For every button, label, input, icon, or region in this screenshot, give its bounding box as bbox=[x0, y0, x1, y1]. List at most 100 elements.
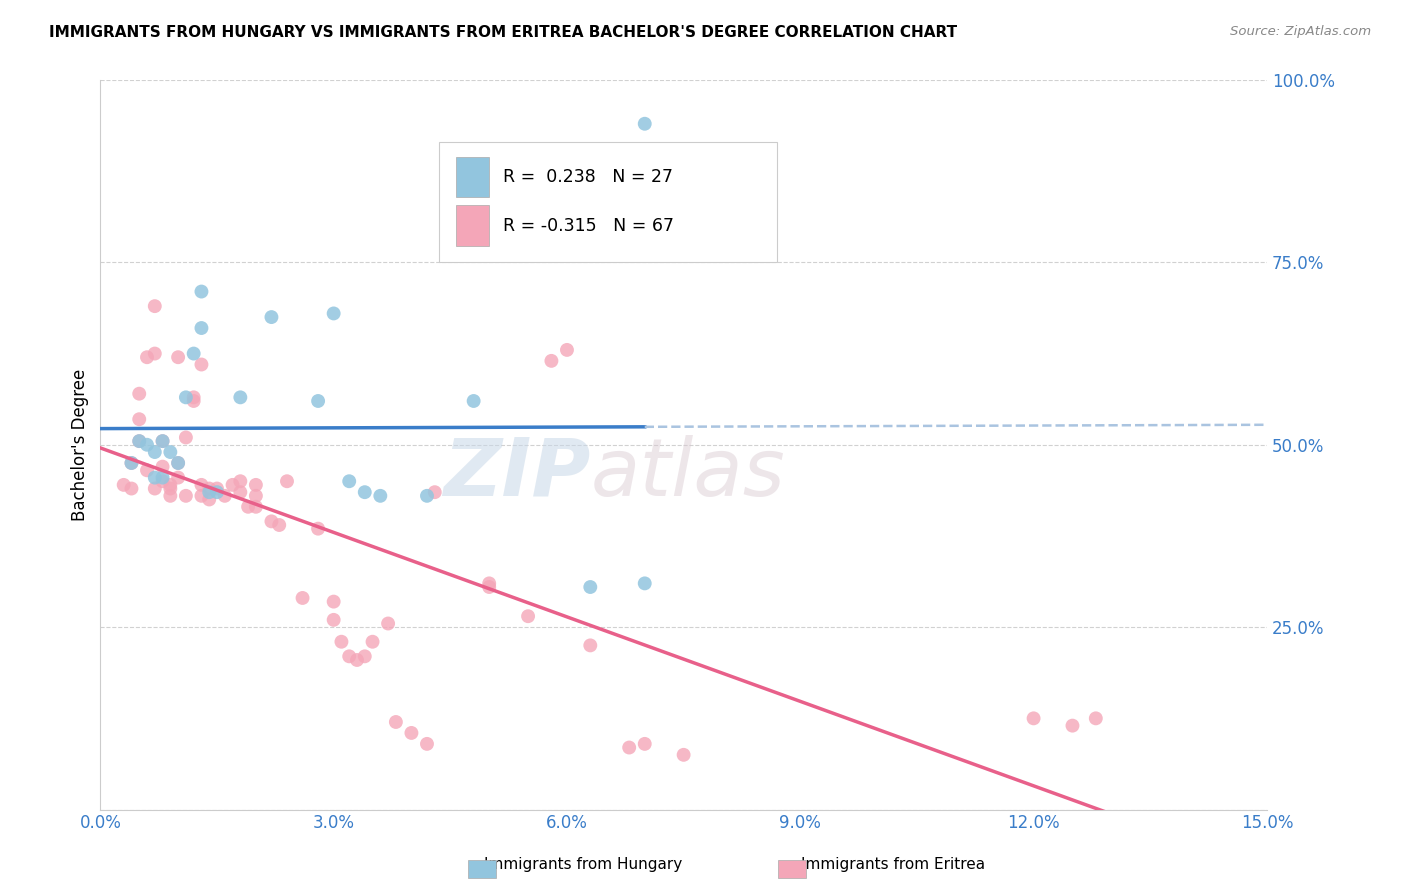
Point bbox=[152, 459, 174, 474]
Point bbox=[229, 390, 252, 404]
Point bbox=[377, 616, 399, 631]
Point bbox=[152, 434, 174, 449]
Point bbox=[330, 634, 353, 648]
Point bbox=[143, 482, 166, 496]
Point bbox=[1084, 711, 1107, 725]
Point bbox=[245, 478, 267, 492]
Point bbox=[167, 350, 190, 364]
Point bbox=[1062, 718, 1084, 732]
FancyBboxPatch shape bbox=[456, 205, 489, 245]
Point bbox=[540, 354, 562, 368]
Point bbox=[579, 639, 602, 653]
Point bbox=[672, 747, 695, 762]
Point bbox=[190, 489, 212, 503]
Point bbox=[245, 500, 267, 514]
Point bbox=[198, 485, 221, 500]
Point bbox=[136, 463, 159, 477]
Text: Source: ZipAtlas.com: Source: ZipAtlas.com bbox=[1230, 25, 1371, 38]
Text: ZIP: ZIP bbox=[443, 435, 591, 513]
Point bbox=[214, 489, 236, 503]
Point bbox=[416, 489, 439, 503]
Point bbox=[143, 346, 166, 360]
Point bbox=[152, 434, 174, 449]
Point bbox=[619, 740, 641, 755]
Point bbox=[634, 576, 657, 591]
Point bbox=[229, 485, 252, 500]
Point bbox=[517, 609, 540, 624]
Text: IMMIGRANTS FROM HUNGARY VS IMMIGRANTS FROM ERITREA BACHELOR'S DEGREE CORRELATION: IMMIGRANTS FROM HUNGARY VS IMMIGRANTS FR… bbox=[49, 25, 957, 40]
Point bbox=[159, 445, 181, 459]
Point bbox=[183, 346, 205, 360]
Point bbox=[423, 485, 446, 500]
Point bbox=[174, 489, 197, 503]
Point bbox=[128, 386, 150, 401]
Point bbox=[120, 482, 142, 496]
Text: Immigrants from Hungary: Immigrants from Hungary bbox=[484, 857, 683, 872]
Point bbox=[159, 482, 181, 496]
Point bbox=[143, 299, 166, 313]
Point bbox=[183, 390, 205, 404]
Point bbox=[205, 482, 228, 496]
Point bbox=[260, 310, 283, 324]
Point bbox=[198, 492, 221, 507]
Point bbox=[353, 649, 375, 664]
Text: Immigrants from Eritrea: Immigrants from Eritrea bbox=[801, 857, 984, 872]
Point bbox=[579, 580, 602, 594]
Point bbox=[174, 430, 197, 444]
Text: R = -0.315   N = 67: R = -0.315 N = 67 bbox=[503, 217, 673, 235]
Point bbox=[353, 485, 375, 500]
Point bbox=[478, 580, 501, 594]
Point bbox=[478, 576, 501, 591]
Point bbox=[245, 489, 267, 503]
Point bbox=[128, 434, 150, 449]
Point bbox=[120, 456, 142, 470]
Point bbox=[346, 653, 368, 667]
Y-axis label: Bachelor's Degree: Bachelor's Degree bbox=[72, 368, 89, 521]
Point bbox=[555, 343, 578, 357]
Point bbox=[174, 390, 197, 404]
Point bbox=[361, 634, 384, 648]
Point bbox=[136, 350, 159, 364]
Point bbox=[152, 475, 174, 489]
Point bbox=[1022, 711, 1045, 725]
Point bbox=[198, 482, 221, 496]
Point bbox=[205, 485, 228, 500]
Point bbox=[634, 737, 657, 751]
Point bbox=[136, 438, 159, 452]
Point bbox=[337, 475, 360, 489]
Point bbox=[368, 489, 391, 503]
Point bbox=[322, 306, 344, 320]
Point bbox=[120, 456, 142, 470]
Point bbox=[143, 470, 166, 484]
Point bbox=[307, 522, 329, 536]
Point bbox=[152, 470, 174, 484]
Point bbox=[190, 358, 212, 372]
Point bbox=[128, 434, 150, 449]
Point bbox=[190, 321, 212, 335]
Point bbox=[416, 737, 439, 751]
Point bbox=[167, 470, 190, 484]
Point bbox=[260, 514, 283, 528]
Point bbox=[229, 475, 252, 489]
Point bbox=[337, 649, 360, 664]
Point bbox=[159, 478, 181, 492]
Point bbox=[634, 117, 657, 131]
Point bbox=[269, 518, 291, 533]
Point bbox=[190, 285, 212, 299]
Point bbox=[401, 726, 423, 740]
FancyBboxPatch shape bbox=[439, 142, 778, 262]
Point bbox=[307, 394, 329, 409]
Point bbox=[143, 445, 166, 459]
Point bbox=[322, 594, 344, 608]
Point bbox=[322, 613, 344, 627]
Point bbox=[385, 714, 408, 729]
Text: R =  0.238   N = 27: R = 0.238 N = 27 bbox=[503, 168, 673, 186]
Point bbox=[291, 591, 314, 605]
Point bbox=[128, 412, 150, 426]
Point bbox=[183, 394, 205, 409]
Text: atlas: atlas bbox=[591, 435, 785, 513]
Point bbox=[159, 489, 181, 503]
Point bbox=[167, 456, 190, 470]
Point bbox=[167, 456, 190, 470]
Point bbox=[112, 478, 135, 492]
